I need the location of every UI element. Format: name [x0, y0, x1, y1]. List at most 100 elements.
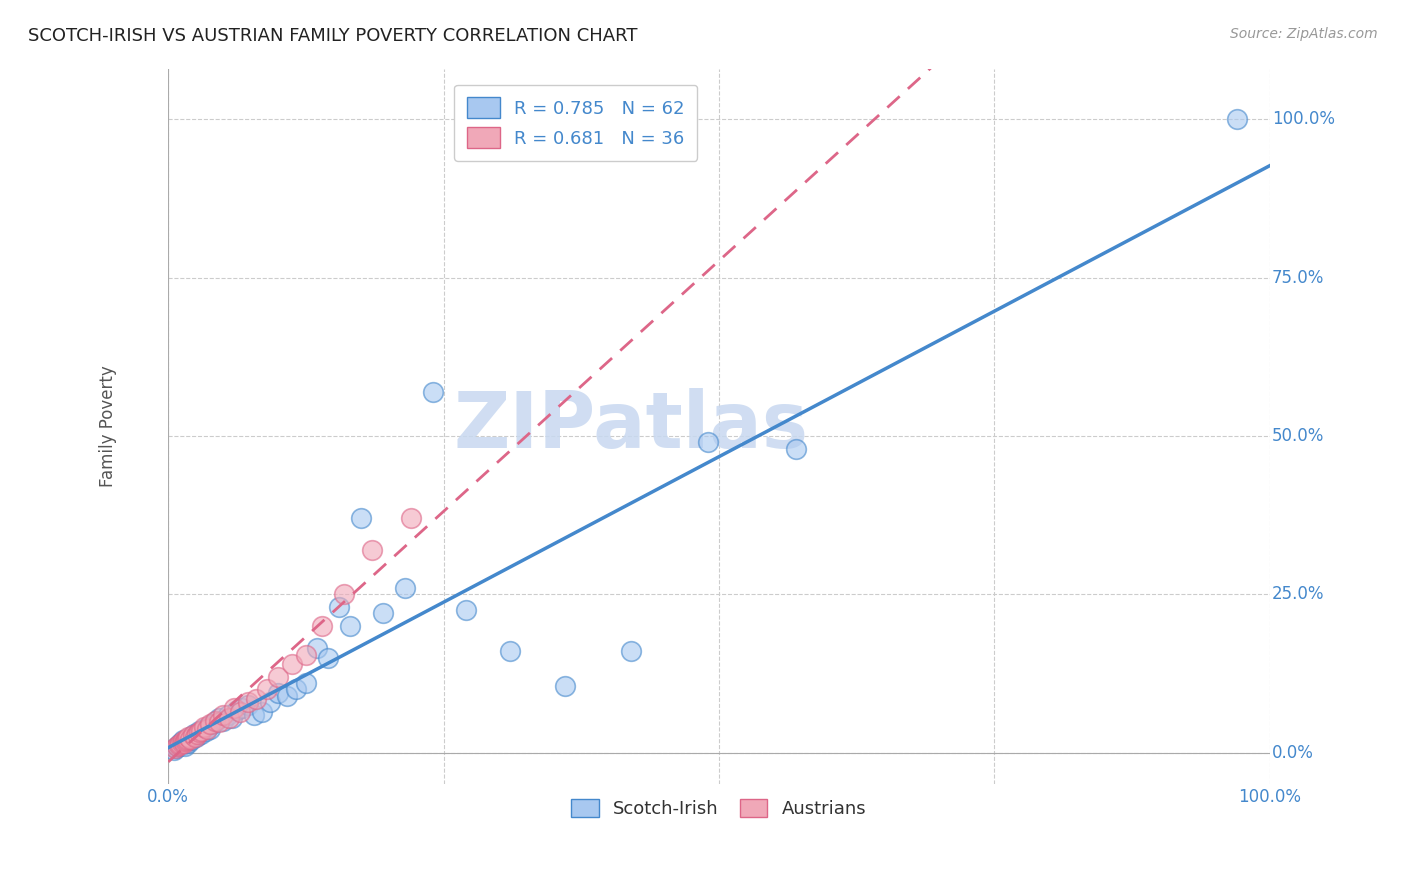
Point: [339, 619, 361, 633]
Point: [245, 692, 267, 706]
Point: [166, 739, 188, 754]
Point: [172, 733, 194, 747]
Text: 25.0%: 25.0%: [1272, 585, 1324, 603]
Point: [163, 740, 186, 755]
Point: [316, 650, 339, 665]
Point: [454, 603, 477, 617]
Point: [179, 731, 201, 746]
Point: [218, 711, 240, 725]
Point: [785, 442, 807, 456]
Point: [197, 720, 219, 734]
Text: Family Poverty: Family Poverty: [98, 366, 117, 487]
Point: [179, 731, 201, 746]
Point: [697, 435, 720, 450]
Point: [172, 734, 194, 748]
Point: [295, 676, 318, 690]
Point: [166, 739, 188, 754]
Point: [221, 711, 243, 725]
Point: [169, 738, 191, 752]
Point: [183, 727, 205, 741]
Point: [499, 644, 522, 658]
Point: [280, 657, 302, 671]
Point: [620, 644, 643, 658]
Point: [195, 722, 218, 736]
Point: [177, 730, 200, 744]
Point: [179, 733, 201, 747]
Point: [193, 722, 215, 736]
Text: 0.0%: 0.0%: [148, 788, 190, 805]
Point: [179, 730, 201, 744]
Point: [295, 648, 318, 662]
Point: [198, 722, 221, 736]
Point: [187, 728, 209, 742]
Point: [311, 619, 333, 633]
Point: [554, 679, 576, 693]
Point: [285, 682, 308, 697]
Point: [267, 685, 290, 699]
Point: [174, 733, 197, 747]
Point: [169, 739, 191, 754]
Point: [173, 736, 195, 750]
Point: [217, 707, 239, 722]
Point: [305, 641, 328, 656]
Point: [180, 733, 202, 747]
Text: 100.0%: 100.0%: [1239, 788, 1301, 805]
Text: 50.0%: 50.0%: [1272, 427, 1324, 445]
Point: [194, 723, 217, 738]
Point: [186, 727, 208, 741]
Point: [181, 730, 204, 744]
Point: [231, 701, 253, 715]
Point: [422, 384, 444, 399]
Point: [173, 739, 195, 754]
Point: [361, 543, 384, 558]
Point: [267, 670, 290, 684]
Point: [170, 738, 193, 752]
Point: [229, 705, 252, 719]
Point: [176, 731, 198, 746]
Point: [188, 723, 211, 738]
Point: [328, 600, 350, 615]
Point: [172, 734, 194, 748]
Point: [173, 734, 195, 748]
Text: Source: ZipAtlas.com: Source: ZipAtlas.com: [1230, 27, 1378, 41]
Text: ZIPatlas: ZIPatlas: [453, 389, 808, 465]
Point: [169, 738, 191, 752]
Point: [201, 717, 224, 731]
Point: [394, 581, 416, 595]
Point: [170, 736, 193, 750]
Text: SCOTCH-IRISH VS AUSTRIAN FAMILY POVERTY CORRELATION CHART: SCOTCH-IRISH VS AUSTRIAN FAMILY POVERTY …: [28, 27, 637, 45]
Point: [165, 740, 187, 755]
Point: [243, 707, 266, 722]
Point: [186, 727, 208, 741]
Point: [183, 730, 205, 744]
Point: [181, 728, 204, 742]
Point: [188, 725, 211, 739]
Point: [399, 511, 422, 525]
Point: [173, 734, 195, 748]
Point: [236, 695, 259, 709]
Point: [212, 714, 235, 728]
Point: [169, 736, 191, 750]
Point: [250, 705, 273, 719]
Text: 0.0%: 0.0%: [1272, 744, 1313, 762]
Point: [208, 711, 231, 725]
Point: [163, 742, 186, 756]
Point: [350, 511, 373, 525]
Point: [167, 739, 190, 754]
Text: 100.0%: 100.0%: [1272, 111, 1334, 128]
Point: [212, 707, 235, 722]
Point: [190, 723, 212, 738]
Point: [333, 587, 356, 601]
Point: [371, 607, 394, 621]
Point: [224, 701, 246, 715]
Point: [173, 736, 195, 750]
Point: [1225, 112, 1247, 127]
Point: [176, 734, 198, 748]
Text: 75.0%: 75.0%: [1272, 268, 1324, 286]
Legend: Scotch-Irish, Austrians: Scotch-Irish, Austrians: [564, 792, 873, 825]
Point: [256, 682, 278, 697]
Point: [259, 695, 281, 709]
Point: [204, 714, 226, 728]
Point: [177, 736, 200, 750]
Point: [208, 715, 231, 730]
